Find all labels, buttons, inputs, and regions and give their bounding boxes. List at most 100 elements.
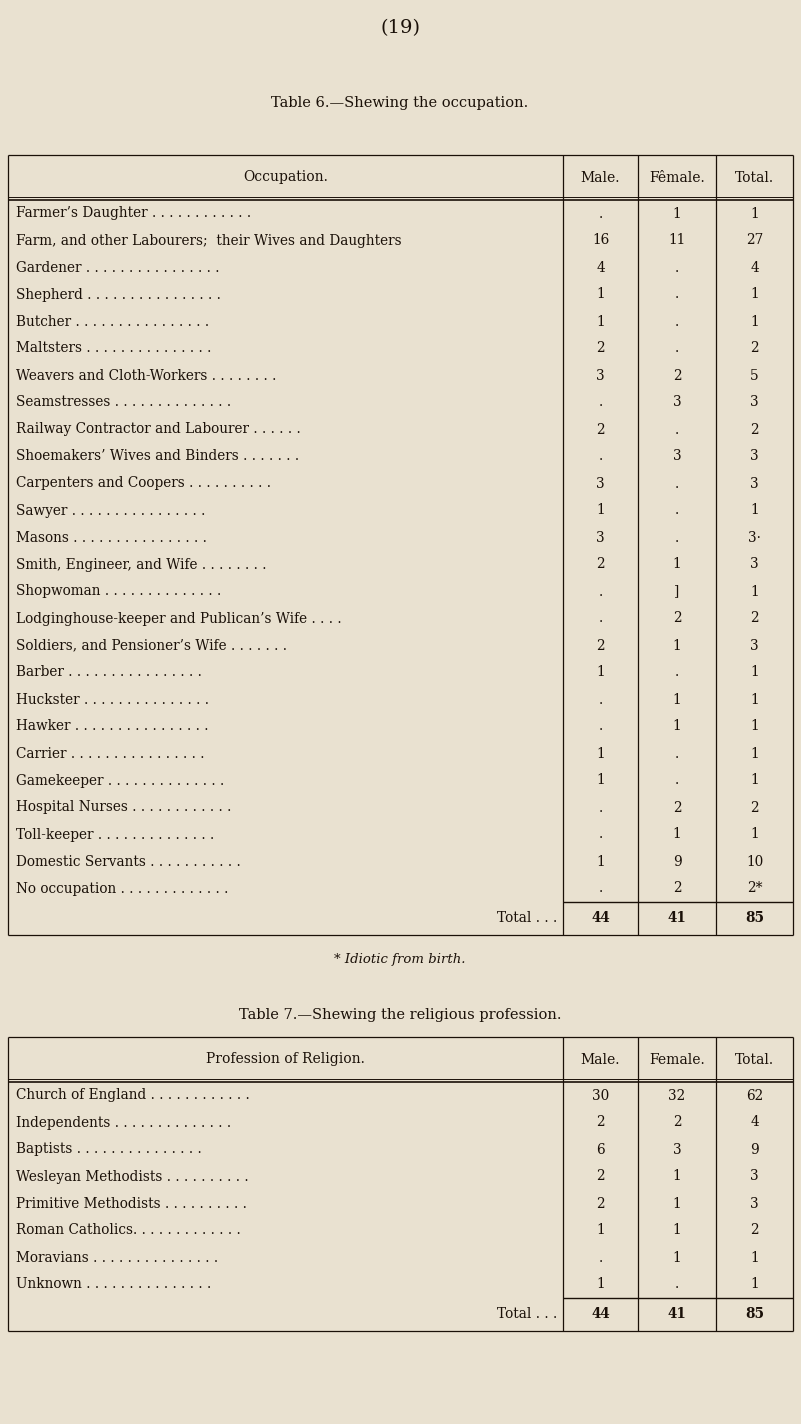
Text: 1: 1 [673,206,682,221]
Text: Maltsters . . . . . . . . . . . . . . .: Maltsters . . . . . . . . . . . . . . . [16,342,211,356]
Text: Table 7.—Shewing the religious profession.: Table 7.—Shewing the religious professio… [239,1008,562,1022]
Text: .: . [675,288,679,302]
Text: 11: 11 [668,234,686,248]
Text: 30: 30 [592,1088,609,1102]
Text: No occupation . . . . . . . . . . . . .: No occupation . . . . . . . . . . . . . [16,881,228,896]
Text: 1: 1 [751,665,759,679]
Text: 10: 10 [746,854,763,869]
Text: 1: 1 [673,558,682,571]
Text: Masons . . . . . . . . . . . . . . . .: Masons . . . . . . . . . . . . . . . . [16,531,207,544]
Text: 85: 85 [745,911,764,926]
Text: Domestic Servants . . . . . . . . . . .: Domestic Servants . . . . . . . . . . . [16,854,241,869]
Text: 1: 1 [596,746,605,760]
Text: Farmer’s Daughter . . . . . . . . . . . .: Farmer’s Daughter . . . . . . . . . . . … [16,206,252,221]
Text: 1: 1 [751,315,759,329]
Text: .: . [598,584,602,598]
Text: ]: ] [674,584,679,598]
Text: 3: 3 [596,531,605,544]
Text: 2: 2 [751,611,759,625]
Text: Total.: Total. [735,171,774,185]
Text: 9: 9 [750,1142,759,1156]
Text: Total . . .: Total . . . [497,1307,557,1321]
Text: 2: 2 [673,1115,682,1129]
Text: 1: 1 [673,1223,682,1237]
Text: Hawker . . . . . . . . . . . . . . . .: Hawker . . . . . . . . . . . . . . . . [16,719,208,733]
Text: Huckster . . . . . . . . . . . . . . .: Huckster . . . . . . . . . . . . . . . [16,692,209,706]
Text: 1: 1 [751,827,759,842]
Text: .: . [675,477,679,490]
Text: Independents . . . . . . . . . . . . . .: Independents . . . . . . . . . . . . . . [16,1115,231,1129]
Text: Occupation.: Occupation. [243,171,328,185]
Text: Weavers and Cloth-Workers . . . . . . . .: Weavers and Cloth-Workers . . . . . . . … [16,369,276,383]
Text: 1: 1 [751,746,759,760]
Text: .: . [675,1277,679,1292]
Text: 1: 1 [596,854,605,869]
Text: 1: 1 [751,206,759,221]
Text: .: . [598,450,602,463]
Text: .: . [675,665,679,679]
Text: Gardener . . . . . . . . . . . . . . . .: Gardener . . . . . . . . . . . . . . . . [16,261,219,275]
Text: Baptists . . . . . . . . . . . . . . .: Baptists . . . . . . . . . . . . . . . [16,1142,202,1156]
Text: Wesleyan Methodists . . . . . . . . . .: Wesleyan Methodists . . . . . . . . . . [16,1169,248,1183]
Text: 2: 2 [751,342,759,356]
Text: 1: 1 [596,1223,605,1237]
Text: 44: 44 [591,1307,610,1321]
Text: 1: 1 [673,827,682,842]
Text: 44: 44 [591,911,610,926]
Text: 2: 2 [596,638,605,652]
Text: 2*: 2* [747,881,763,896]
Text: 3: 3 [596,477,605,490]
Text: 3: 3 [673,396,682,410]
Text: 2: 2 [673,611,682,625]
Text: Soldiers, and Pensioner’s Wife . . . . . . .: Soldiers, and Pensioner’s Wife . . . . .… [16,638,287,652]
Text: 16: 16 [592,234,609,248]
Text: 1: 1 [673,719,682,733]
Text: Female.: Female. [649,1052,705,1067]
Text: 1: 1 [751,288,759,302]
Text: Farm, and other Labourers;  their Wives and Daughters: Farm, and other Labourers; their Wives a… [16,234,401,248]
Text: .: . [675,315,679,329]
Text: 4: 4 [596,261,605,275]
Text: 3: 3 [751,477,759,490]
Text: 6: 6 [596,1142,605,1156]
Text: 4: 4 [750,261,759,275]
Text: .: . [675,261,679,275]
Text: 1: 1 [751,719,759,733]
Text: .: . [675,504,679,517]
Text: Carrier . . . . . . . . . . . . . . . .: Carrier . . . . . . . . . . . . . . . . [16,746,204,760]
Text: .: . [598,1250,602,1265]
Text: 1: 1 [751,584,759,598]
Text: .: . [598,719,602,733]
Text: 1: 1 [673,692,682,706]
Text: 2: 2 [673,881,682,896]
Text: Smith, Engineer, and Wife . . . . . . . .: Smith, Engineer, and Wife . . . . . . . … [16,558,267,571]
Text: Church of England . . . . . . . . . . . .: Church of England . . . . . . . . . . . … [16,1088,250,1102]
Text: 3: 3 [751,638,759,652]
Text: 3: 3 [751,558,759,571]
Text: 2: 2 [751,423,759,437]
Text: 1: 1 [751,692,759,706]
Text: 1: 1 [673,1196,682,1210]
Text: Primitive Methodists . . . . . . . . . .: Primitive Methodists . . . . . . . . . . [16,1196,247,1210]
Text: 27: 27 [746,234,763,248]
Text: 1: 1 [673,638,682,652]
Text: 9: 9 [673,854,682,869]
Text: .: . [598,396,602,410]
Text: .: . [598,206,602,221]
Text: Moravians . . . . . . . . . . . . . . .: Moravians . . . . . . . . . . . . . . . [16,1250,218,1265]
Text: .: . [598,827,602,842]
Text: Seamstresses . . . . . . . . . . . . . .: Seamstresses . . . . . . . . . . . . . . [16,396,231,410]
Text: 3: 3 [751,396,759,410]
Text: 1: 1 [751,1250,759,1265]
Text: Barber . . . . . . . . . . . . . . . .: Barber . . . . . . . . . . . . . . . . [16,665,202,679]
Text: 1: 1 [673,1169,682,1183]
Text: 2: 2 [751,800,759,815]
Text: 2: 2 [596,423,605,437]
Text: Sawyer . . . . . . . . . . . . . . . .: Sawyer . . . . . . . . . . . . . . . . [16,504,205,517]
Text: Lodginghouse-keeper and Publican’s Wife . . . .: Lodginghouse-keeper and Publican’s Wife … [16,611,341,625]
Text: 1: 1 [596,504,605,517]
Text: 3: 3 [673,450,682,463]
Text: Unknown . . . . . . . . . . . . . . .: Unknown . . . . . . . . . . . . . . . [16,1277,211,1292]
Text: Total . . .: Total . . . [497,911,557,926]
Text: Male.: Male. [581,1052,620,1067]
